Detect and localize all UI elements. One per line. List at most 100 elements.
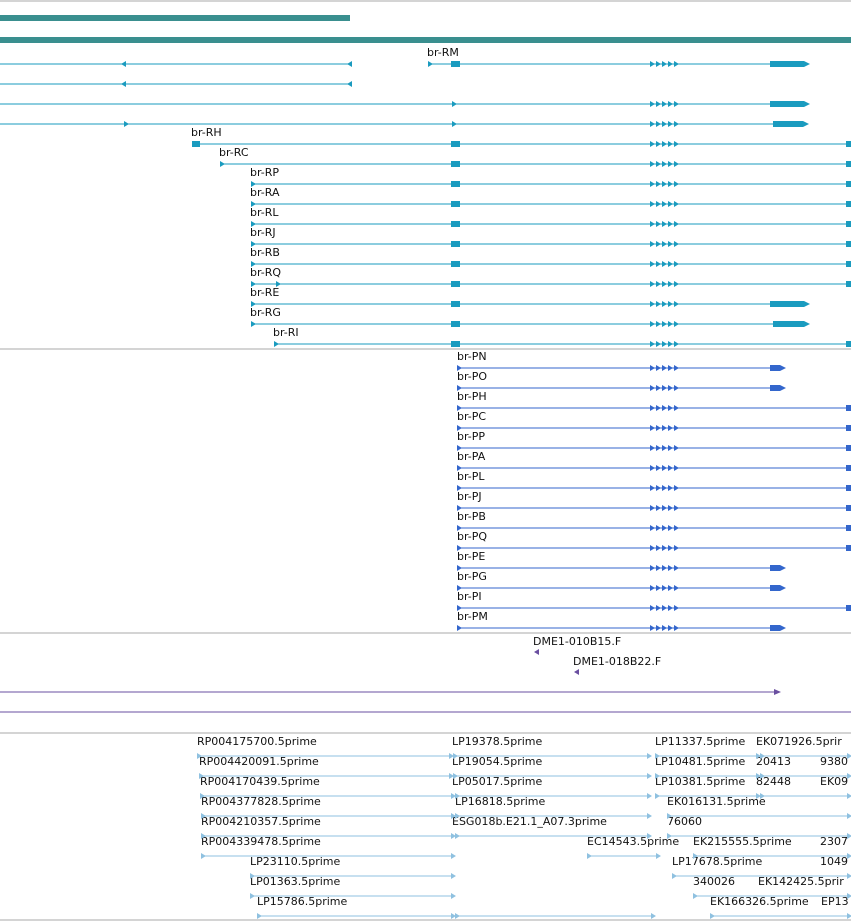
est-read[interactable]: EK071926.5prir	[756, 735, 842, 748]
protein-row[interactable]: br-PH	[457, 390, 851, 411]
transcript-row[interactable]	[0, 61, 352, 67]
utr-exon-block[interactable]	[773, 121, 809, 127]
exon-block[interactable]	[451, 181, 460, 187]
est-read[interactable]: LP19378.5prime	[452, 735, 543, 748]
exon-block[interactable]	[451, 221, 460, 227]
est-read[interactable]: 1049	[820, 855, 848, 868]
protein-row[interactable]: br-PJ	[457, 490, 851, 511]
est-read[interactable]: ESG018b.E21.1_A07.3prime	[452, 815, 607, 828]
exon-block[interactable]	[192, 141, 200, 147]
protein-row[interactable]: br-PB	[457, 510, 851, 531]
transcript-row[interactable]: br-RI	[273, 326, 851, 347]
exon-block[interactable]	[451, 301, 460, 307]
transcript-row[interactable]: br-RA	[250, 186, 851, 207]
exon-block[interactable]	[846, 425, 851, 431]
est-read[interactable]: LP01363.5prime	[250, 875, 341, 888]
est-read[interactable]: LP11337.5prime	[655, 735, 746, 748]
est-read[interactable]: LP19054.5prime	[452, 755, 543, 768]
exon-block[interactable]	[846, 241, 851, 247]
exon-block[interactable]	[846, 445, 851, 451]
est-read[interactable]: EK016131.5prime	[667, 795, 766, 808]
exon-block[interactable]	[846, 181, 851, 187]
est-read[interactable]: LP23110.5prime	[250, 855, 341, 868]
gene-span-bar-partial[interactable]	[0, 15, 350, 21]
transcript-row[interactable]: br-RP	[250, 166, 851, 187]
est-read[interactable]: EK142425.5prir	[758, 875, 844, 888]
est-read[interactable]: EK215555.5prime	[693, 835, 792, 848]
transcript-row[interactable]: br-RG	[250, 306, 810, 327]
est-read[interactable]: RP004170439.5prime	[200, 775, 320, 788]
transcript-row[interactable]: br-RQ	[250, 266, 851, 287]
transcript-row[interactable]: br-RL	[250, 206, 851, 227]
exon-block[interactable]	[451, 321, 460, 327]
utr-exon-block[interactable]	[770, 565, 786, 571]
transcript-row[interactable]	[0, 101, 810, 107]
exon-block[interactable]	[846, 341, 851, 347]
exon-block[interactable]	[846, 465, 851, 471]
exon-block[interactable]	[846, 405, 851, 411]
est-read[interactable]: RP004210357.5prime	[201, 815, 321, 828]
est-read[interactable]: EK09	[820, 775, 848, 788]
est-read[interactable]: LP10481.5prime	[655, 755, 746, 768]
est-read[interactable]: 340026	[693, 875, 735, 888]
est-read[interactable]: 9380	[820, 755, 848, 768]
protein-row[interactable]: br-PL	[457, 470, 851, 491]
utr-exon-block[interactable]	[770, 365, 786, 371]
exon-block[interactable]	[846, 525, 851, 531]
gene-span-bar[interactable]	[0, 37, 851, 43]
exon-block[interactable]	[451, 161, 460, 167]
est-read[interactable]: EP13	[821, 895, 849, 908]
protein-row[interactable]: br-PN	[457, 350, 786, 371]
exon-block[interactable]	[846, 485, 851, 491]
est-read[interactable]: RP004420091.5prime	[199, 755, 319, 768]
exon-block[interactable]	[846, 201, 851, 207]
est-read[interactable]: EC14543.5prime	[587, 835, 679, 848]
cdna-clone[interactable]: DME1-010B15.F	[533, 635, 621, 655]
transcript-row[interactable]	[0, 81, 352, 87]
est-read[interactable]: 82448	[756, 775, 791, 788]
cdna-clone[interactable]: DME1-018B22.F	[573, 655, 661, 675]
exon-block[interactable]	[451, 341, 460, 347]
exon-block[interactable]	[451, 141, 460, 147]
est-read[interactable]: 2307	[820, 835, 848, 848]
exon-block[interactable]	[846, 605, 851, 611]
exon-block[interactable]	[846, 545, 851, 551]
est-read[interactable]: RP004377828.5prime	[201, 795, 321, 808]
protein-row[interactable]: br-PA	[457, 450, 851, 471]
exon-block[interactable]	[451, 241, 460, 247]
protein-row[interactable]: br-PG	[457, 570, 786, 591]
transcript-row[interactable]: br-RB	[250, 246, 851, 267]
protein-row[interactable]: br-PE	[457, 550, 786, 571]
utr-exon-block[interactable]	[770, 585, 786, 591]
utr-exon-block[interactable]	[770, 385, 786, 391]
protein-row[interactable]: br-PP	[457, 430, 851, 451]
est-read[interactable]: EK166326.5prime	[710, 895, 809, 908]
est-read[interactable]: 20413	[756, 755, 791, 768]
est-read[interactable]: 76060	[667, 815, 702, 828]
est-read[interactable]: RP004175700.5prime	[197, 735, 317, 748]
exon-block[interactable]	[451, 61, 460, 67]
est-read[interactable]: LP10381.5prime	[655, 775, 746, 788]
exon-block[interactable]	[846, 281, 851, 287]
transcript-row[interactable]: br-RH	[191, 126, 851, 147]
transcript-row[interactable]: br-RC	[219, 146, 851, 167]
exon-block[interactable]	[846, 221, 851, 227]
exon-block[interactable]	[451, 201, 460, 207]
transcript-row[interactable]: br-RJ	[250, 226, 851, 247]
transcript-row[interactable]: br-RM	[427, 46, 810, 67]
exon-block[interactable]	[846, 141, 851, 147]
transcript-row[interactable]	[0, 121, 809, 127]
protein-row[interactable]: br-PC	[457, 410, 851, 431]
transcript-row[interactable]: br-RE	[250, 286, 810, 307]
utr-exon-block[interactable]	[770, 61, 810, 67]
utr-exon-block[interactable]	[770, 625, 786, 631]
est-read[interactable]: LP16818.5prime	[455, 795, 546, 808]
protein-row[interactable]: br-PQ	[457, 530, 851, 551]
est-read[interactable]: LP17678.5prime	[672, 855, 763, 868]
est-read[interactable]: RP004339478.5prime	[201, 835, 321, 848]
utr-exon-block[interactable]	[770, 101, 810, 107]
exon-block[interactable]	[451, 281, 460, 287]
est-read[interactable]: LP15786.5prime	[257, 895, 348, 908]
utr-exon-block[interactable]	[773, 321, 810, 327]
exon-block[interactable]	[451, 261, 460, 267]
